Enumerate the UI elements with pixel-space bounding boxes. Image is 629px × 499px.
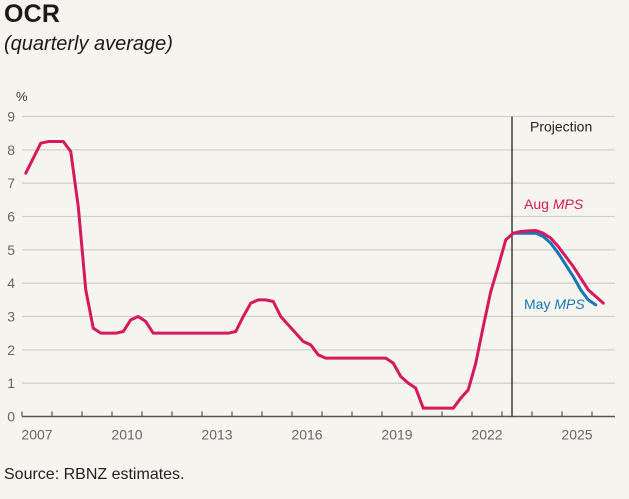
x-tick-label-2013: 2013 (201, 427, 232, 443)
x-tick-label-2007: 2007 (21, 427, 52, 443)
y-axis-unit: % (16, 89, 28, 104)
y-tick-label-8: 8 (7, 142, 15, 158)
y-tick-label-1: 1 (7, 375, 15, 391)
x-tick-label-2022: 2022 (471, 427, 502, 443)
legend-label-may-mps: May MPS (524, 296, 585, 312)
y-tick-label-3: 3 (7, 309, 15, 325)
y-tick-label-9: 9 (7, 109, 15, 125)
y-axis-ticks: 0 1 2 3 4 5 6 7 8 9 (7, 109, 15, 425)
chart-title: OCR (4, 0, 61, 28)
chart-subtitle: (quarterly average) (4, 33, 173, 55)
y-tick-label-0: 0 (7, 409, 15, 425)
source-note: Source: RBNZ estimates. (4, 466, 185, 483)
x-tick-label-2010: 2010 (111, 427, 142, 443)
y-tick-label-6: 6 (7, 209, 15, 225)
y-tick-label-4: 4 (7, 275, 15, 291)
x-tick-label-2025: 2025 (561, 427, 592, 443)
legend-label-aug-mps: Aug MPS (524, 196, 584, 212)
series-line-aug-mps (511, 229, 605, 305)
x-axis: 2007 2010 2013 2016 2019 2022 2025 (21, 411, 615, 443)
y-tick-label-2: 2 (7, 342, 15, 358)
projection-label: Projection (530, 119, 592, 135)
x-tick-label-2019: 2019 (381, 427, 412, 443)
series-line-actual (24, 140, 515, 410)
annotations: Aug MPS May MPS (524, 196, 585, 312)
y-tick-label-7: 7 (7, 175, 15, 191)
series-lines (24, 140, 605, 410)
series-line-may-mps (511, 231, 598, 307)
gridlines (22, 115, 615, 384)
y-tick-label-5: 5 (7, 242, 15, 258)
projection-marker: Projection (511, 116, 592, 417)
x-tick-label-2016: 2016 (291, 427, 322, 443)
